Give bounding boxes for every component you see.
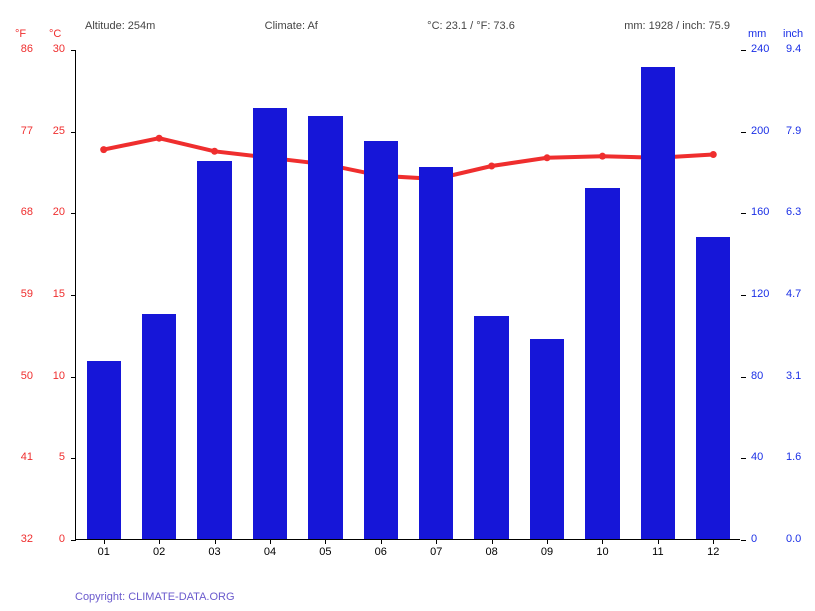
f-axis-tick: 68 [21,206,33,218]
month-tick: 06 [375,546,387,558]
chart-header: Altitude: 254m Climate: Af °C: 23.1 / °F… [75,20,740,32]
c-axis-tick: 25 [53,125,65,137]
c-axis-tick: 5 [59,451,65,463]
mm-axis-tick: 160 [751,206,769,218]
precip-bar [641,67,675,539]
precip-bar [530,339,564,539]
temp-marker [100,146,107,153]
climate-type-label: Climate: Af [265,20,318,32]
month-tick: 11 [652,546,663,558]
temp-summary-label: °C: 23.1 / °F: 73.6 [427,20,515,32]
precip-bar [364,141,398,539]
temp-line-path [104,138,714,179]
f-axis-tick: 50 [21,370,33,382]
mm-axis-tick: 40 [751,451,763,463]
precip-bar [308,116,342,539]
precip-bar [142,314,176,539]
inch-axis-tick: 6.3 [786,206,801,218]
month-tick: 02 [153,546,165,558]
month-tick: 07 [430,546,442,558]
mm-axis-tick: 80 [751,370,763,382]
precip-bar [585,188,619,539]
precip-bar [419,167,453,539]
month-tick: 08 [486,546,498,558]
month-tick: 03 [208,546,220,558]
inch-axis-tick: 0.0 [786,533,801,545]
precip-summary-label: mm: 1928 / inch: 75.9 [624,20,730,32]
f-axis-tick: 86 [21,43,33,55]
copyright-text: Copyright: CLIMATE-DATA.ORG [75,591,235,603]
mm-axis-tick: 120 [751,288,769,300]
month-tick: 04 [264,546,276,558]
month-tick: 09 [541,546,553,558]
precip-bar [197,161,231,539]
inch-axis-tick: 4.7 [786,288,801,300]
mm-axis-tick: 200 [751,125,769,137]
precip-bar [474,316,508,539]
f-axis-tick: 59 [21,288,33,300]
f-axis-tick: 41 [21,451,33,463]
month-tick: 05 [319,546,331,558]
temp-marker [156,135,163,142]
mm-axis-tick: 240 [751,43,769,55]
altitude-label: Altitude: 254m [85,20,155,32]
precip-bar [87,361,121,539]
c-axis-tick: 30 [53,43,65,55]
c-axis-tick: 0 [59,533,65,545]
inch-axis-tick: 7.9 [786,125,801,137]
unit-celsius: °C [49,28,61,40]
unit-mm: mm [748,28,766,40]
climate-chart: Altitude: 254m Climate: Af °C: 23.1 / °F… [75,20,740,560]
month-tick: 01 [98,546,110,558]
f-axis-tick: 32 [21,533,33,545]
inch-axis-tick: 3.1 [786,370,801,382]
temp-marker [544,154,551,161]
inch-axis-tick: 9.4 [786,43,801,55]
temp-marker [211,148,218,155]
inch-axis-tick: 1.6 [786,451,801,463]
c-axis-tick: 10 [53,370,65,382]
c-axis-tick: 20 [53,206,65,218]
month-tick: 12 [707,546,719,558]
unit-inch: inch [783,28,803,40]
c-axis-tick: 15 [53,288,65,300]
plot-area: 0325411050155920682577308600.0401.6803.1… [75,50,740,540]
mm-axis-tick: 0 [751,533,757,545]
unit-fahrenheit: °F [15,28,26,40]
temp-marker [488,162,495,169]
month-tick: 10 [596,546,608,558]
temp-marker [710,151,717,158]
f-axis-tick: 77 [21,125,33,137]
precip-bar [696,237,730,539]
precip-bar [253,108,287,539]
temp-marker [599,153,606,160]
